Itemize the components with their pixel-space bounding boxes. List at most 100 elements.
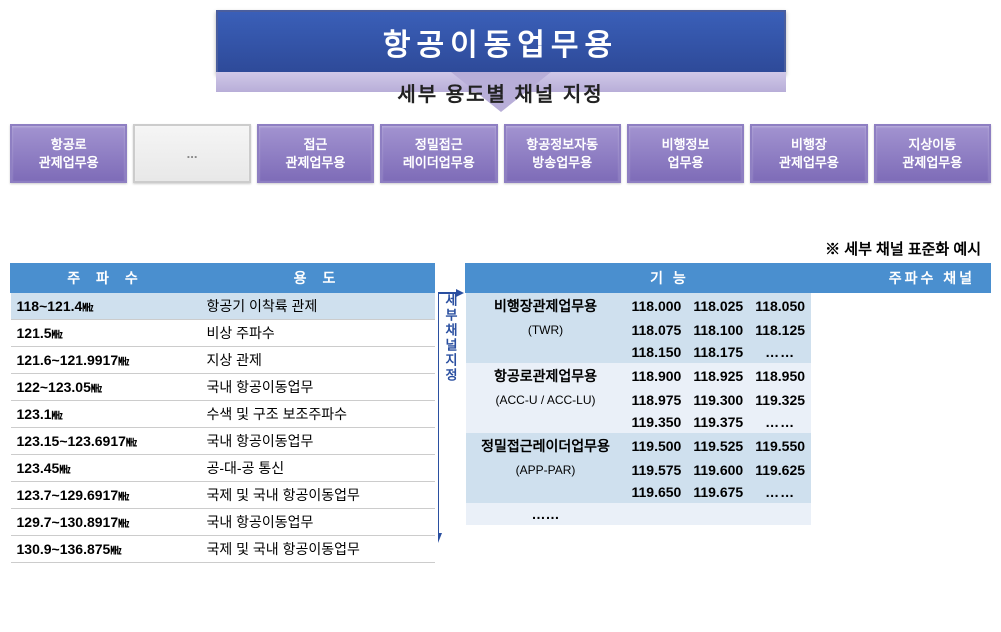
channel-cell: 118.950: [749, 363, 811, 389]
table-row: 121.6~121.9917㎒지상 관제: [11, 347, 435, 374]
category-box: 항공정보자동방송업무용: [504, 124, 621, 183]
col-header-function: 기 능: [466, 264, 874, 293]
channel-cell: 119.325: [749, 389, 811, 411]
channel-cell: 118.175: [687, 341, 749, 363]
channel-cell: [687, 503, 749, 525]
category-box: 정밀접근레이더업무용: [380, 124, 497, 183]
table-row: 129.7~130.8917㎒국내 항공이동업무: [11, 509, 435, 536]
table-row: 121.5㎒비상 주파수: [11, 320, 435, 347]
table-row: 항공로관제업무용118.900118.925118.950: [466, 363, 812, 389]
table-row: 정밀접근레이더업무용119.500119.525119.550: [466, 433, 812, 459]
freq-cell: 129.7~130.8917㎒: [11, 509, 201, 536]
channel-cell: 118.975: [626, 389, 688, 411]
channel-cell: 118.050: [749, 293, 811, 319]
channel-cell: 119.500: [626, 433, 688, 459]
use-cell: 항공기 이착륙 관제: [201, 293, 435, 320]
channel-cell: 119.300: [687, 389, 749, 411]
function-cell: 정밀접근레이더업무용: [466, 433, 626, 459]
category-box: 접근관제업무용: [257, 124, 374, 183]
channel-cell: 118.075: [626, 319, 688, 341]
channel-cell: [749, 503, 811, 525]
table-row: 123.7~129.6917㎒국제 및 국내 항공이동업무: [11, 482, 435, 509]
channel-cell: [626, 503, 688, 525]
function-subcell: (TWR): [466, 319, 626, 341]
channel-cell: 119.675: [687, 481, 749, 503]
channel-cell: 119.350: [626, 411, 688, 433]
freq-cell: 130.9~136.875㎒: [11, 536, 201, 563]
use-cell: 수색 및 구조 보조주파수: [201, 401, 435, 428]
category-box: 항공로관제업무용: [10, 124, 127, 183]
freq-cell: 123.45㎒: [11, 455, 201, 482]
freq-cell: 118~121.4㎒: [11, 293, 201, 320]
freq-cell: 123.15~123.6917㎒: [11, 428, 201, 455]
category-box: ...: [133, 124, 250, 183]
use-cell: 국내 항공이동업무: [201, 374, 435, 401]
empty-cell: [466, 341, 626, 363]
category-box: 비행정보업무용: [627, 124, 744, 183]
frequency-usage-table: 주 파 수 용 도 118~121.4㎒항공기 이착륙 관제121.5㎒비상 주…: [10, 263, 435, 563]
freq-cell: 123.1㎒: [11, 401, 201, 428]
table-row: 122~123.05㎒국내 항공이동업무: [11, 374, 435, 401]
use-cell: 국내 항공이동업무: [201, 428, 435, 455]
freq-cell: 122~123.05㎒: [11, 374, 201, 401]
use-cell: 국내 항공이동업무: [201, 509, 435, 536]
flow-arrow: 세부 용도별 채널 지정: [10, 72, 991, 122]
channel-cell: 118.900: [626, 363, 688, 389]
use-cell: 국제 및 국내 항공이동업무: [201, 536, 435, 563]
table-row: 119.350119.375……: [466, 411, 812, 433]
vertical-connector: 세부채널지정: [435, 263, 465, 563]
table-row: 123.15~123.6917㎒국내 항공이동업무: [11, 428, 435, 455]
channel-cell: 119.525: [687, 433, 749, 459]
use-cell: 국제 및 국내 항공이동업무: [201, 482, 435, 509]
table-row: 119.650119.675……: [466, 481, 812, 503]
table-row: 비행장관제업무용118.000118.025118.050: [466, 293, 812, 319]
category-box: 비행장관제업무용: [750, 124, 867, 183]
empty-cell: [466, 481, 626, 503]
channel-cell: 118.000: [626, 293, 688, 319]
vertical-label: 세부채널지정: [441, 293, 460, 383]
freq-cell: 121.5㎒: [11, 320, 201, 347]
col-header-use: 용 도: [201, 264, 435, 293]
table-row: (ACC-U / ACC-LU)118.975119.300119.325: [466, 389, 812, 411]
table-row: 130.9~136.875㎒국제 및 국내 항공이동업무: [11, 536, 435, 563]
table-row: (APP-PAR)119.575119.600119.625: [466, 459, 812, 481]
use-cell: 공-대-공 통신: [201, 455, 435, 482]
channel-cell: 119.625: [749, 459, 811, 481]
channel-cell: 119.375: [687, 411, 749, 433]
channel-cell: 118.925: [687, 363, 749, 389]
function-subcell: (ACC-U / ACC-LU): [466, 389, 626, 411]
function-cell: 항공로관제업무용: [466, 363, 626, 389]
table-row: 118.150118.175……: [466, 341, 812, 363]
channel-cell: 119.550: [749, 433, 811, 459]
channel-cell: 119.575: [626, 459, 688, 481]
channel-cell: 118.150: [626, 341, 688, 363]
table-row: (TWR)118.075118.100118.125: [466, 319, 812, 341]
table-row: 118~121.4㎒항공기 이착륙 관제: [11, 293, 435, 320]
sub-title: 세부 용도별 채널 지정: [10, 78, 991, 107]
table-row: 123.45㎒공-대-공 통신: [11, 455, 435, 482]
channel-cell: ……: [749, 341, 811, 363]
channel-cell: 118.025: [687, 293, 749, 319]
function-cell: ……: [466, 503, 626, 525]
empty-cell: [466, 411, 626, 433]
note-text: ※ 세부 채널 표준화 예시: [10, 238, 991, 259]
function-cell: 비행장관제업무용: [466, 293, 626, 319]
category-box: 지상이동관제업무용: [874, 124, 991, 183]
function-subcell: (APP-PAR): [466, 459, 626, 481]
freq-cell: 123.7~129.6917㎒: [11, 482, 201, 509]
col-header-channel: 주파수 채널: [873, 264, 990, 293]
category-row: 항공로관제업무용...접근관제업무용정밀접근레이더업무용항공정보자동방송업무용비…: [10, 124, 991, 183]
use-cell: 지상 관제: [201, 347, 435, 374]
freq-cell: 121.6~121.9917㎒: [11, 347, 201, 374]
table-row: 123.1㎒수색 및 구조 보조주파수: [11, 401, 435, 428]
channel-standard-table: 기 능 주파수 채널 비행장관제업무용118.000118.025118.050…: [465, 263, 991, 525]
channel-cell: 119.650: [626, 481, 688, 503]
main-title: 항공이동업무용: [216, 10, 786, 74]
channel-cell: ……: [749, 411, 811, 433]
col-header-freq: 주 파 수: [11, 264, 201, 293]
channel-cell: 118.100: [687, 319, 749, 341]
use-cell: 비상 주파수: [201, 320, 435, 347]
channel-cell: 119.600: [687, 459, 749, 481]
table-row: ……: [466, 503, 812, 525]
channel-cell: 118.125: [749, 319, 811, 341]
